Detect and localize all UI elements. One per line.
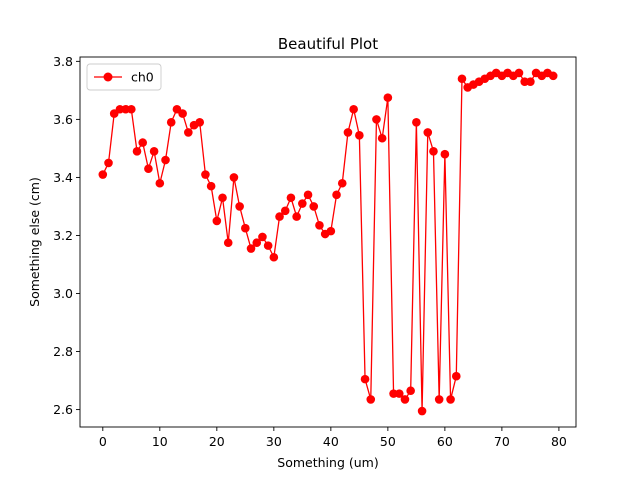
data-point	[292, 212, 301, 221]
data-point	[269, 252, 279, 262]
plot-area	[98, 68, 558, 416]
data-point	[166, 117, 176, 127]
chart-title: Beautiful Plot	[278, 35, 378, 53]
data-point	[406, 386, 415, 396]
y-tick-label: 3.2	[53, 228, 73, 243]
x-tick-label: 70	[494, 434, 510, 449]
data-point	[366, 395, 376, 404]
data-point	[246, 244, 256, 253]
data-point	[252, 238, 262, 248]
x-tick-label: 30	[266, 434, 282, 449]
x-tick-label: 60	[437, 434, 453, 449]
data-point	[412, 117, 421, 127]
data-point	[195, 117, 205, 127]
data-point	[526, 77, 535, 86]
data-point	[417, 406, 427, 416]
data-point	[349, 104, 358, 114]
data-point	[394, 389, 404, 398]
data-point	[155, 178, 165, 188]
data-point	[377, 133, 387, 143]
data-point	[332, 190, 341, 200]
y-tick-label: 2.8	[53, 344, 73, 359]
data-point	[434, 395, 444, 404]
data-point	[127, 104, 136, 114]
data-point	[303, 190, 313, 200]
data-point	[429, 147, 438, 156]
data-point	[286, 193, 296, 203]
data-point	[178, 109, 187, 118]
x-axis-ticks: 0 10 20 30 40 50 60 70 80	[99, 427, 567, 449]
data-point	[144, 164, 153, 174]
data-point	[223, 238, 233, 248]
data-point	[514, 68, 524, 78]
x-axis-label: Something (um)	[277, 455, 378, 470]
data-point	[343, 128, 353, 137]
legend-label-ch0: ch0	[131, 70, 154, 85]
data-point	[149, 147, 159, 156]
y-tick-label: 3.0	[53, 286, 73, 301]
data-point	[229, 173, 239, 182]
y-tick-label: 2.6	[53, 402, 73, 417]
legend-marker-ch0	[103, 72, 113, 82]
data-point	[457, 74, 467, 84]
data-point	[326, 226, 336, 236]
data-point	[206, 181, 216, 191]
data-point	[298, 199, 307, 208]
data-point	[280, 206, 290, 216]
y-axis-label: Something else (cm)	[27, 177, 42, 307]
data-point	[315, 221, 324, 230]
data-point	[451, 371, 461, 381]
data-point	[132, 147, 142, 156]
y-tick-label: 3.4	[53, 170, 73, 185]
data-point	[258, 232, 267, 242]
data-point	[355, 131, 364, 140]
y-tick-label: 3.6	[53, 112, 73, 127]
x-tick-label: 0	[99, 434, 107, 449]
data-point	[309, 202, 319, 211]
data-point	[400, 395, 410, 404]
data-point	[184, 128, 193, 137]
data-point	[440, 149, 450, 159]
legend: ch0	[86, 63, 162, 91]
x-tick-label: 50	[380, 434, 396, 449]
data-point	[218, 193, 227, 203]
data-point	[337, 178, 347, 188]
x-tick-label: 80	[551, 434, 567, 449]
data-point	[360, 374, 370, 384]
data-point	[423, 128, 433, 137]
data-point	[212, 216, 222, 226]
data-point	[383, 93, 393, 102]
data-point	[235, 202, 244, 211]
data-point	[138, 138, 148, 147]
data-point	[548, 71, 558, 81]
data-point	[241, 223, 250, 233]
x-tick-label: 10	[152, 434, 168, 449]
legend-frame	[86, 63, 162, 91]
data-point	[104, 158, 113, 168]
data-point	[446, 395, 455, 404]
y-axis-ticks: 2.6 2.8 3.0 3.2 3.4 3.6 3.8	[53, 54, 80, 417]
data-point	[201, 170, 210, 179]
data-point	[98, 170, 108, 179]
y-tick-label: 3.8	[53, 54, 73, 69]
data-point	[161, 155, 170, 165]
axes-frame	[79, 56, 577, 428]
x-tick-label: 20	[209, 434, 225, 449]
data-point	[372, 115, 381, 124]
data-point	[263, 241, 273, 250]
x-tick-label: 40	[323, 434, 339, 449]
data-point	[275, 212, 284, 221]
